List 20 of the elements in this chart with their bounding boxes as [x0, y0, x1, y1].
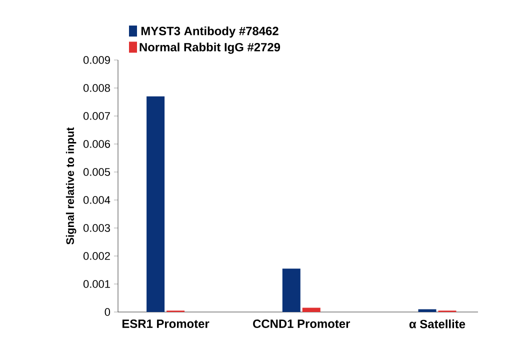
y-tick-label: 0.006: [83, 140, 110, 148]
x-tick-label: CCND1 Promoter: [253, 320, 350, 328]
bar: [302, 308, 320, 312]
bar: [146, 96, 165, 312]
y-tick-label: 0.004: [83, 196, 110, 204]
y-tick-label: 0.003: [83, 224, 110, 232]
legend-label: Normal Rabbit IgG #2729: [140, 42, 280, 54]
y-axis-title: Signal relative to input: [66, 127, 76, 244]
x-tick-label: ESR1 Promoter: [122, 320, 210, 328]
y-tick-label: 0.005: [83, 168, 110, 176]
y-tick-label: 0.009: [83, 56, 110, 64]
bar: [418, 309, 436, 312]
y-tick-label: 0.001: [83, 280, 110, 288]
y-tick-label: 0: [104, 308, 110, 316]
y-tick-label: 0.008: [83, 84, 110, 92]
y-tick-label: 0.007: [83, 112, 110, 120]
legend-label: MYST3 Antibody #78462: [141, 26, 278, 38]
bar: [282, 268, 300, 312]
y-tick-label: 0.002: [83, 252, 110, 260]
x-tick-label: α Satellite: [409, 320, 466, 328]
